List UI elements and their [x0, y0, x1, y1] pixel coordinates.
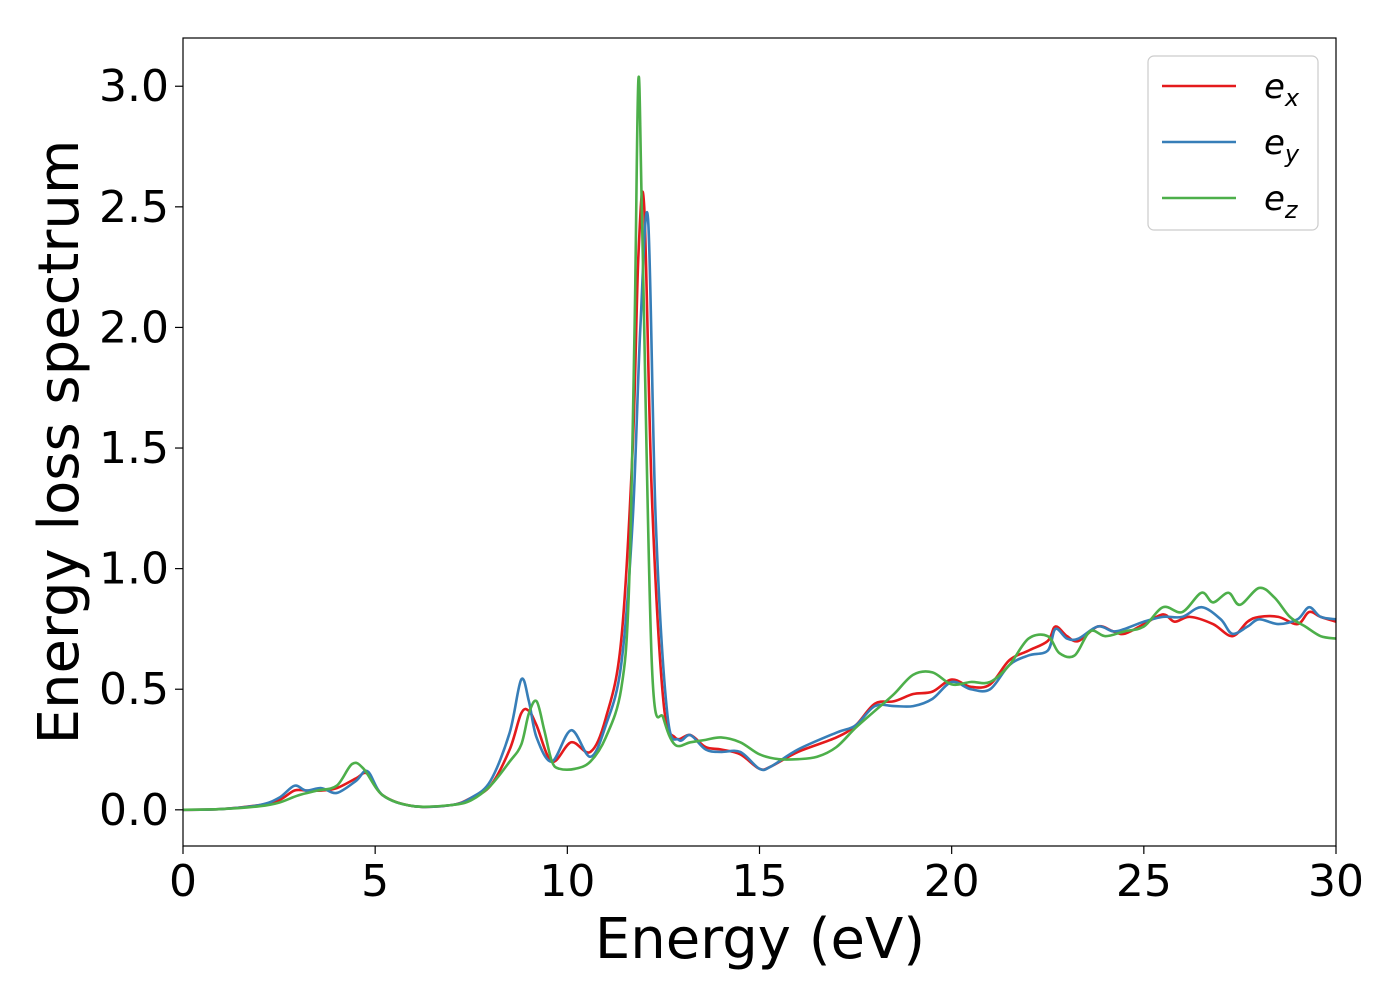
y-tick-label: 1.0: [99, 544, 169, 595]
axes-layer: 0 5 10 15 20 25 30 0.0 0.5 1.0 1.5 2.0 2.5 3.0: [99, 37, 1364, 907]
y-tick-label: 2.0: [99, 302, 169, 353]
series-line-z: [183, 75, 1336, 812]
y-axis-label: Energy loss spectrum: [27, 140, 92, 745]
x-tick-label: 25: [1116, 856, 1172, 907]
series-layer: [183, 75, 1336, 812]
y-tick-label: 1.5: [99, 423, 169, 474]
x-tick-label: 30: [1308, 856, 1364, 907]
x-tick-label: 15: [732, 856, 788, 907]
x-axis-label: Energy (eV): [595, 907, 925, 972]
legend: ex ey ez: [1147, 55, 1319, 231]
x-tick-label: 20: [924, 856, 980, 907]
x-tick-label: 5: [361, 856, 389, 907]
y-tick-label: 3.0: [99, 61, 169, 112]
y-tick-label: 0.5: [99, 664, 169, 715]
legend-label-z: ez: [1264, 179, 1299, 224]
legend-label-x: ex: [1264, 67, 1300, 112]
legend-label-y: ey: [1264, 123, 1300, 168]
y-tick-label: 0.0: [99, 785, 169, 836]
y-tick-label: 2.5: [99, 182, 169, 233]
x-tick-label: 10: [539, 856, 595, 907]
x-tick-label: 0: [169, 856, 197, 907]
